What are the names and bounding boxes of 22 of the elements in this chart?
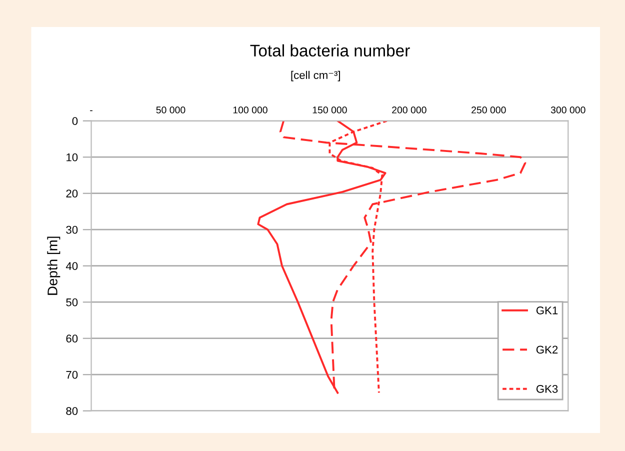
legend-label: GK3: [536, 384, 558, 393]
chart-subtitle: [cell cm⁻³]: [291, 70, 340, 82]
y-tick-label: 50: [66, 298, 78, 306]
x-tick-label: 200 000: [392, 106, 426, 114]
x-tick-label: 250 000: [472, 106, 506, 114]
y-tick-label: 70: [66, 370, 78, 379]
x-tick-label: 150 000: [312, 106, 347, 114]
y-tick-label: 60: [66, 334, 78, 342]
y-axis-title: Depth [m]: [47, 236, 60, 295]
x-tick-label: -: [90, 110, 92, 112]
x-tick-label: 300 000: [550, 106, 586, 114]
y-tick-label: 40: [66, 262, 78, 270]
y-tick-label: 80: [66, 407, 78, 415]
x-tick-label: 100 000: [233, 106, 268, 114]
x-tick-label: 50 000: [156, 106, 186, 114]
y-tick-label: 30: [66, 226, 78, 234]
legend-label: GK2: [536, 346, 558, 354]
y-tick-label: 0: [72, 117, 78, 126]
y-tick-label: 20: [66, 190, 78, 198]
y-tick-label: 10: [66, 153, 78, 162]
chart-title: Total bacteria number: [250, 44, 410, 57]
legend-label: GK1: [536, 306, 558, 314]
